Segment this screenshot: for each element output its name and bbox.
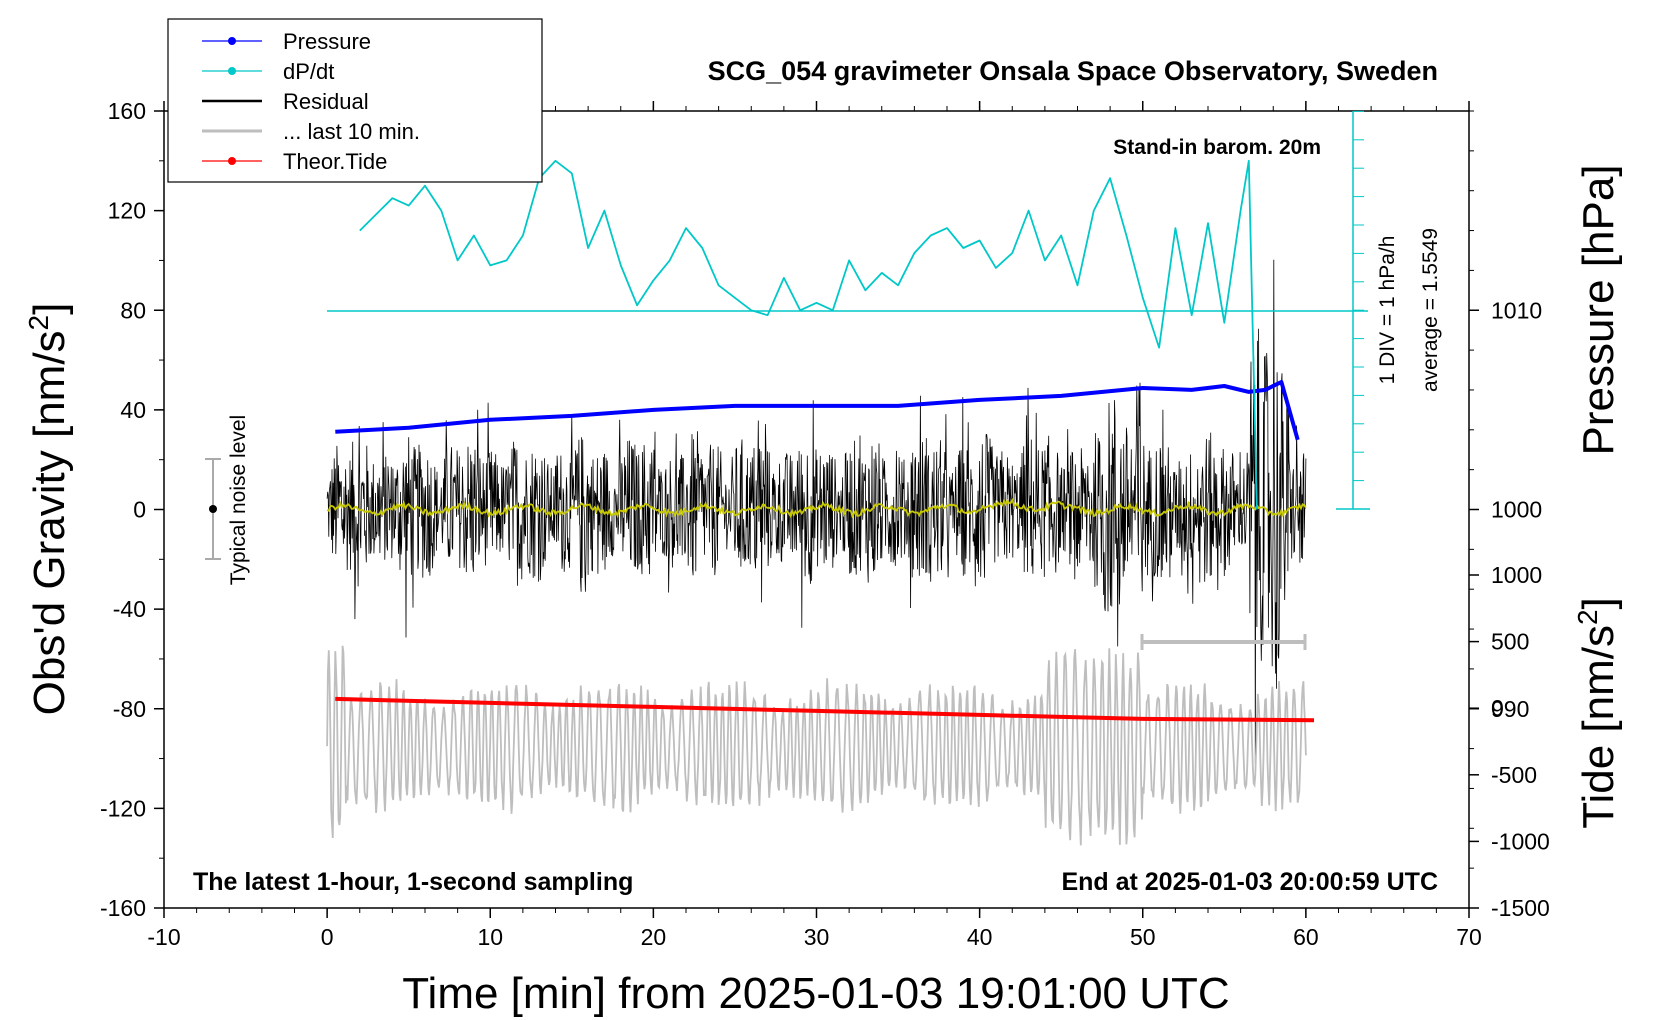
series-theor-tide <box>335 696 1315 723</box>
x-axis-title: Time [min] from 2025-01-03 19:01:00 UTC <box>402 969 1229 1018</box>
last-10-min-bracket <box>1140 634 1307 650</box>
x-tick-label: 10 <box>477 924 503 950</box>
x-tick-label: 60 <box>1293 924 1319 950</box>
scale-average-label: average = 1.5549 <box>1419 228 1442 392</box>
y-tick-label: 80 <box>120 297 146 323</box>
pressure-axis-title: Pressure [hPa] <box>1574 164 1623 455</box>
legend-label: Pressure <box>283 29 371 54</box>
x-tick-label: 0 <box>321 924 334 950</box>
y-tick-label: -80 <box>113 696 146 722</box>
legend-label: Residual <box>283 89 369 114</box>
tide-tick-label: -1000 <box>1491 828 1550 854</box>
residual-line <box>326 259 1307 764</box>
residual-smoothed-series <box>326 497 1307 519</box>
named-series-layer <box>335 159 1315 723</box>
axis-ticks: -10 0 10 20 30 40 50 60 70 -160 -120 -80 -40 0 40 80 120… <box>100 98 1550 950</box>
pressure-tick-label: 990 <box>1491 696 1529 722</box>
x-tick-label: 50 <box>1130 924 1156 950</box>
x-tick-label: -10 <box>147 924 180 950</box>
bottom-left-note: The latest 1-hour, 1-second sampling <box>193 868 633 896</box>
series-pressure <box>335 380 1300 441</box>
y-tick-label: 40 <box>120 397 146 423</box>
dpdt-scale-bar <box>1336 110 1370 510</box>
y-tick-label: 160 <box>108 98 146 124</box>
scale-div-label: 1 DIV = 1 hPa/h <box>1376 236 1399 385</box>
barometer-note: Stand-in barom. 20m <box>1113 136 1321 159</box>
residual-series <box>326 259 1307 764</box>
pressure-tick-label: 1000 <box>1491 497 1542 523</box>
y-tick-label: 0 <box>133 497 146 523</box>
last-10-min-series <box>326 645 1307 846</box>
x-tick-label: 40 <box>967 924 993 950</box>
x-tick-label: 20 <box>641 924 667 950</box>
y-tick-label: -120 <box>100 795 146 821</box>
tide-tick-label: 0 <box>1491 695 1504 721</box>
pressure-tick-label: 1010 <box>1491 297 1542 323</box>
y-tick-label: 120 <box>108 198 146 224</box>
tide-tick-label: 500 <box>1491 629 1529 655</box>
legend-label: Theor.Tide <box>283 149 387 174</box>
tide-axis-title: Tide [nm/s2] <box>1572 597 1623 829</box>
series-dp-dt <box>359 159 1258 510</box>
noise-label: Typical noise level <box>227 415 250 585</box>
bottom-right-note: End at 2025-01-03 20:00:59 UTC <box>1061 868 1438 896</box>
noise-level-bar <box>205 458 221 560</box>
last-10-min-line <box>326 645 1307 846</box>
tide-tick-label: 1000 <box>1491 562 1542 588</box>
x-tick-label: 70 <box>1456 924 1482 950</box>
y-tick-label: -160 <box>100 895 146 921</box>
tide-tick-label: -1500 <box>1491 895 1550 921</box>
y-axis-left-title: Obs'd Gravity [nm/s2] <box>23 303 74 716</box>
chart-title: SCG_054 gravimeter Onsala Space Observat… <box>708 56 1438 86</box>
y-tick-label: -40 <box>113 596 146 622</box>
legend-marker <box>228 67 236 75</box>
tide-tick-label: -500 <box>1491 762 1537 788</box>
legend-marker <box>228 157 236 165</box>
legend: Pressure dP/dt Residual ... last 10 min. The… <box>167 18 543 183</box>
legend-label: ... last 10 min. <box>283 119 420 144</box>
legend-label: dP/dt <box>283 59 334 84</box>
x-tick-label: 30 <box>804 924 830 950</box>
legend-marker <box>228 37 236 45</box>
smoothed-residual-line <box>326 497 1307 519</box>
